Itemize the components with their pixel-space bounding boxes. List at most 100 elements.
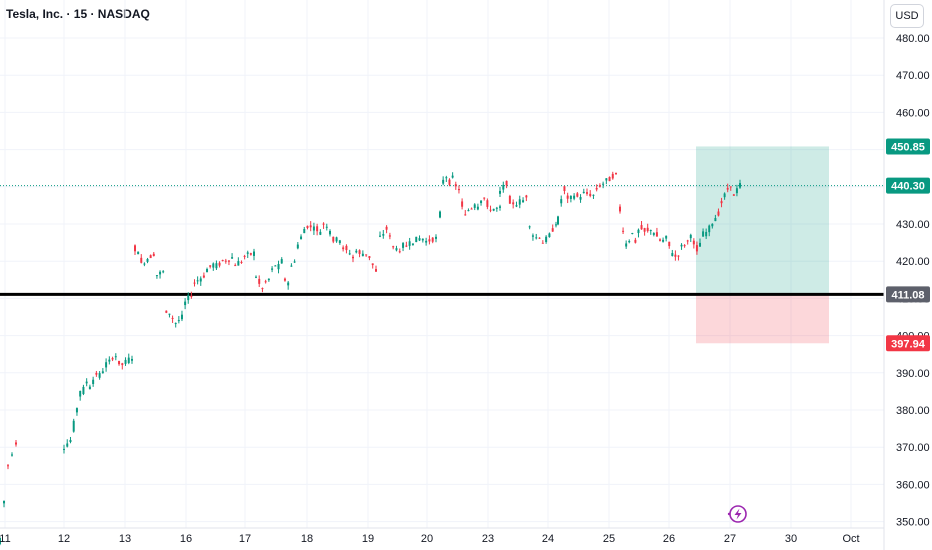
candle	[582, 191, 585, 194]
candle	[395, 248, 398, 251]
candle	[473, 204, 476, 208]
support-price-tag: 411.08	[891, 289, 924, 301]
candle	[382, 234, 385, 236]
candle	[15, 442, 17, 445]
candle	[739, 183, 741, 188]
x-tick-label: 23	[482, 533, 494, 545]
candle	[82, 386, 85, 395]
candle	[538, 237, 541, 239]
candle	[615, 172, 617, 174]
candle	[560, 199, 563, 204]
candle	[385, 226, 388, 230]
currency-selector[interactable]: USD	[890, 4, 924, 28]
candle	[425, 240, 428, 243]
candle	[702, 231, 705, 237]
candle	[309, 225, 312, 228]
candle	[202, 275, 205, 278]
candle	[531, 235, 534, 237]
candle	[218, 262, 221, 266]
candle	[415, 236, 418, 243]
candle	[196, 280, 199, 282]
time-axis[interactable]: 11 12 13 16 17 18 19 20 23 24 25 26 27 30 Oct	[0, 527, 884, 545]
x-tick-label: 16	[180, 533, 192, 545]
candle	[495, 207, 498, 209]
candle	[149, 255, 152, 259]
candle	[637, 229, 640, 234]
stop-price-tag: 397.94	[891, 338, 926, 350]
candle	[199, 278, 202, 282]
candle	[69, 439, 72, 443]
current-price-tag: 440.30	[891, 181, 925, 193]
candle	[435, 236, 437, 239]
candle	[522, 200, 525, 203]
candle	[445, 177, 448, 179]
candle	[640, 225, 643, 230]
candle	[342, 247, 345, 250]
candle	[66, 443, 69, 447]
candle	[101, 371, 104, 374]
candle	[243, 255, 246, 257]
candle	[451, 175, 454, 178]
position-zones	[696, 146, 829, 344]
candle	[476, 206, 479, 210]
candle	[212, 263, 215, 268]
candle	[355, 250, 358, 253]
candle	[408, 241, 411, 246]
bolt-icon[interactable]	[727, 505, 747, 523]
candle	[631, 232, 634, 234]
candle	[121, 363, 124, 366]
candle	[131, 358, 133, 361]
candle	[312, 226, 315, 231]
x-tick-label: 24	[542, 533, 554, 545]
candle	[209, 265, 212, 267]
candle	[483, 197, 486, 199]
candle	[255, 276, 257, 278]
candle	[88, 386, 91, 390]
candle	[680, 244, 683, 247]
candle	[365, 254, 368, 256]
candle	[146, 258, 149, 262]
candle	[316, 226, 319, 232]
candle	[439, 211, 441, 218]
y-tick-label: 360.00	[896, 479, 930, 491]
candle	[358, 250, 361, 254]
candle	[711, 223, 714, 227]
candle	[231, 257, 234, 259]
candle	[388, 235, 391, 237]
candle	[174, 322, 177, 324]
candle	[411, 243, 414, 245]
candle	[180, 314, 183, 320]
y-tick-label: 470.00	[896, 70, 930, 82]
candle	[489, 209, 492, 211]
candle	[671, 253, 674, 257]
candle	[300, 236, 303, 240]
candle	[492, 208, 495, 211]
candle	[379, 235, 381, 237]
candle	[643, 228, 646, 232]
candle	[352, 256, 354, 259]
current-price-tag-bg	[886, 177, 930, 194]
target-price-tag: 450.85	[891, 141, 925, 153]
candle	[502, 184, 505, 190]
candle	[714, 218, 717, 222]
candle	[140, 257, 143, 263]
candle	[246, 252, 249, 254]
candle	[528, 226, 531, 228]
stop-price-tag-bg	[886, 335, 930, 352]
candle	[319, 231, 322, 235]
candle	[165, 310, 168, 313]
candle	[518, 199, 521, 205]
candle	[634, 239, 637, 243]
x-tick-label: 27	[724, 533, 736, 545]
candle	[735, 188, 738, 194]
candle	[551, 228, 554, 232]
candle	[253, 251, 255, 256]
candle	[677, 255, 680, 257]
candle	[665, 235, 668, 239]
candle	[137, 251, 140, 255]
candle	[127, 357, 130, 363]
price-axis[interactable]: 480.00470.00460.00450.00440.00430.00420.…	[883, 0, 930, 550]
candle	[723, 193, 726, 198]
candle	[467, 210, 470, 212]
candle	[499, 190, 501, 194]
